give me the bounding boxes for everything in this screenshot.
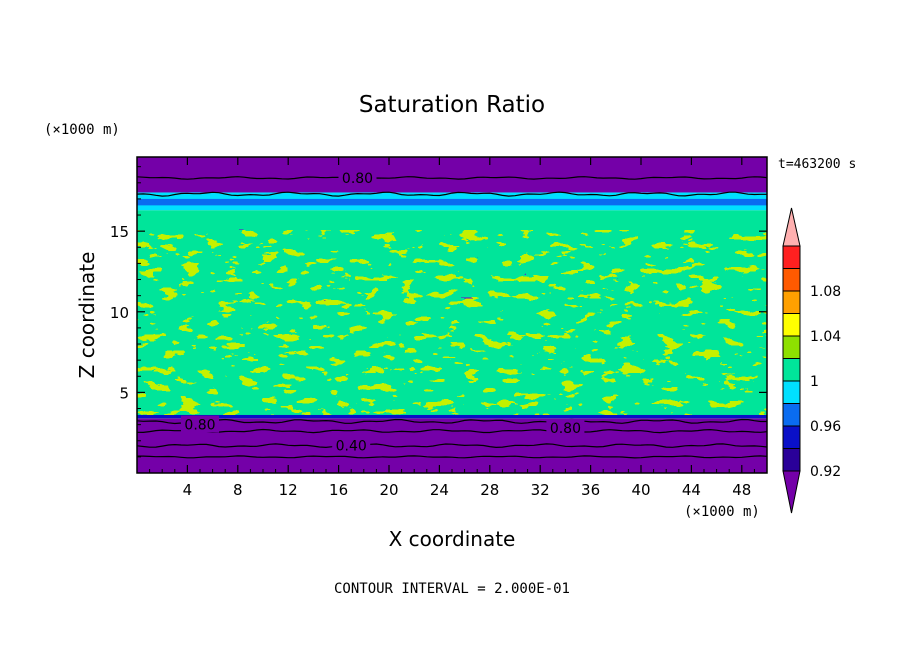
x-axis-label: X coordinate [389, 527, 516, 551]
x-tick-label: 12 [279, 481, 298, 499]
colorbar-label: 1.04 [810, 329, 841, 345]
contour-line [137, 176, 767, 180]
colorbar-box [782, 335, 801, 359]
contour-label-bg [332, 436, 371, 454]
contour-line [137, 443, 767, 449]
plot-area: 0.80 0.80 0.80 0.40 [137, 157, 767, 473]
contour-line [137, 455, 767, 459]
x-tick-label: 8 [233, 481, 243, 499]
colorbar-box [782, 448, 801, 472]
contour-label: 0.80 [550, 421, 581, 437]
x-tick-label: 16 [329, 481, 348, 499]
colorbar-label: 0.92 [810, 464, 841, 480]
field-band [137, 418, 767, 473]
x-tick-label: 44 [682, 481, 701, 499]
colorbar-extend-bottom [782, 470, 801, 514]
dry-streaks [137, 225, 767, 305]
contour-interval-note: CONTOUR INTERVAL = 2.000E-01 [334, 581, 570, 597]
x-tick-label: 32 [531, 481, 550, 499]
colorbar-box [782, 268, 801, 292]
y-tick-label: 10 [110, 304, 129, 322]
colorbar-box [782, 290, 801, 314]
x-tick-label: 36 [581, 481, 600, 499]
colorbar: 1.08 1.04 1 0.96 0.92 [782, 207, 841, 514]
field-band [137, 157, 767, 193]
x-axis: 4 8 12 16 20 24 28 32 36 40 44 48 [149, 157, 755, 499]
colorbar-label: 1 [810, 374, 819, 390]
contour-line [137, 191, 767, 197]
contour-lines [137, 176, 767, 459]
y-axis-label: Z coordinate [75, 252, 99, 379]
colorbar-box [782, 313, 801, 337]
field-band [137, 414, 767, 419]
colorbar-box [782, 403, 801, 427]
contour-label-bg [546, 418, 585, 436]
x-tick-label: 40 [631, 481, 650, 499]
contour-line [137, 418, 767, 425]
colorbar-box [782, 245, 801, 269]
colorbar-label: 1.08 [810, 284, 841, 300]
field-band [137, 198, 767, 206]
contour-labels: 0.80 0.80 0.80 0.40 [181, 168, 585, 455]
colorbar-box [782, 380, 801, 404]
colorbar-extend-top [782, 207, 801, 247]
y-unit-label: (×1000 m) [44, 122, 120, 138]
colorbar-label: 0.96 [810, 419, 841, 435]
colorbar-box [782, 358, 801, 382]
contour-label: 0.80 [342, 171, 373, 187]
chart-title: Saturation Ratio [359, 92, 545, 118]
y-tick-label: 15 [110, 223, 129, 241]
x-unit-label: (×1000 m) [684, 504, 760, 520]
time-label: t=463200 s [778, 157, 856, 172]
contour-line [137, 428, 767, 434]
x-tick-label: 28 [480, 481, 499, 499]
colorbar-box [782, 425, 801, 449]
x-tick-label: 48 [732, 481, 751, 499]
contour-label: 0.80 [184, 418, 215, 434]
x-tick-label: 24 [430, 481, 449, 499]
x-tick-label: 20 [379, 481, 398, 499]
y-axis: 5 10 15 [110, 166, 767, 458]
contour-label: 0.40 [336, 439, 367, 455]
x-tick-label: 4 [183, 481, 193, 499]
y-tick-label: 5 [119, 384, 129, 402]
contour-label-bg [338, 168, 377, 186]
contour-label-bg [181, 415, 219, 433]
